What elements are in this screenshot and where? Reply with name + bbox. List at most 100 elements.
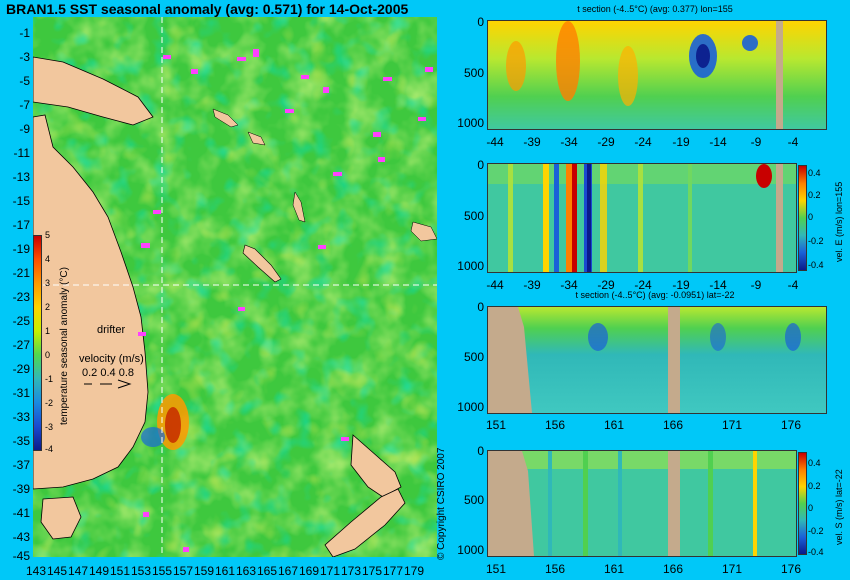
p3-xlab: 171 [721, 418, 743, 432]
map-cbar-tick: 5 [45, 230, 51, 240]
panel4-side-label: vel. S (m/s) lat=-22 [834, 469, 844, 545]
p2-xlab: -9 [750, 278, 762, 292]
panel1-canvas [488, 21, 826, 129]
lon-label: 175 [361, 564, 383, 578]
p2-cbar-tick: -0.2 [808, 236, 824, 246]
map-cbar-tick: 3 [45, 278, 51, 288]
lon-label: 173 [340, 564, 362, 578]
lat-label: -3 [19, 50, 30, 64]
copyright-notice: © Copyright CSIRO 2007 [436, 447, 447, 560]
panel4-colorbar [798, 452, 807, 555]
p3-ylab: 0 [477, 300, 484, 314]
lat-label: -17 [12, 218, 30, 232]
panel4-canvas [488, 451, 796, 556]
p4-ylab: 1000 [457, 543, 484, 557]
lat-label: -37 [12, 458, 30, 472]
vel-e-section-lon155 [487, 163, 797, 273]
lon-label: 145 [46, 564, 68, 578]
velocity-legend-arrows [84, 379, 132, 389]
map-colorbar-gradient [33, 235, 42, 451]
lon-label: 165 [256, 564, 278, 578]
map-cbar-tick: -4 [45, 444, 54, 454]
t-section-lon155 [487, 20, 827, 130]
p2-xlab: -19 [672, 278, 690, 292]
t-section-lat-22 [487, 306, 827, 414]
lon-label: 177 [382, 564, 404, 578]
p4-cbar-tick: -0.2 [808, 526, 824, 536]
warm-eddy-core [165, 407, 181, 443]
drifter-marker [253, 49, 259, 57]
drifter-marker [418, 117, 426, 121]
lat-label: -19 [12, 242, 30, 256]
p4-ylab: 500 [463, 493, 484, 507]
p3-xlab: 151 [485, 418, 507, 432]
drifter-marker [341, 437, 349, 441]
lat-label: -25 [12, 314, 30, 328]
solomon-islands [212, 108, 239, 128]
lat-label: -41 [12, 506, 30, 520]
p1-xlab: -9 [750, 135, 762, 149]
map-cbar-tick: -2 [45, 398, 54, 408]
drifter-marker [141, 243, 150, 248]
drifter-legend-label: drifter [97, 324, 126, 336]
p3-xlab: 156 [544, 418, 566, 432]
p1-ylab: 1000 [457, 116, 484, 130]
p2-xlab: -4 [787, 278, 799, 292]
map-cbar-tick: -1 [45, 374, 54, 384]
p2-xlab: -39 [523, 278, 541, 292]
velocity-legend-label: velocity (m/s) [79, 353, 144, 365]
lon-label: 161 [214, 564, 236, 578]
p2-ylab: 0 [477, 158, 484, 172]
p3-ylab: 500 [463, 350, 484, 364]
p4-cbar-tick: 0.2 [808, 481, 821, 491]
map-cbar-tick: 2 [45, 302, 51, 312]
panel2-canvas [488, 164, 796, 272]
lat-label: -5 [19, 74, 30, 88]
p4-cbar-tick: 0.4 [808, 458, 821, 468]
p2-xlab: -44 [486, 278, 504, 292]
lat-label: -15 [12, 194, 30, 208]
new-guinea-landmass [33, 56, 154, 126]
drifter-legend-swatch [138, 332, 146, 336]
panel2-colorbar [798, 165, 807, 271]
map-canvas [33, 17, 437, 557]
map-colorbar-title: temperature seasonal anomaly (°C) [59, 267, 70, 425]
lon-label: 155 [151, 564, 173, 578]
drifter-marker [183, 547, 189, 552]
p1-xlab: -34 [560, 135, 578, 149]
p3-xlab: 176 [780, 418, 802, 432]
cool-eddy [141, 427, 165, 447]
drifter-marker [143, 512, 149, 517]
panel2-side-label: vel. E (m/s) lon=155 [834, 181, 844, 262]
drifter-marker [378, 157, 385, 162]
lat-label: -11 [13, 146, 30, 160]
nz-south-island [324, 488, 406, 557]
map-cbar-tick: -3 [45, 422, 54, 432]
p1-xlab: -39 [523, 135, 541, 149]
lon-label: 151 [109, 564, 131, 578]
velocity-legend-values: 0.2 0.4 0.8 [82, 367, 134, 379]
lon-label: 163 [235, 564, 257, 578]
p4-xlab: 166 [662, 562, 684, 576]
lat-label: -31 [12, 386, 30, 400]
drifter-marker [425, 67, 433, 72]
p2-cbar-tick: 0 [808, 212, 814, 222]
lat-label: -23 [12, 290, 30, 304]
drifter-marker [318, 245, 326, 249]
drifter-marker [237, 57, 246, 61]
p1-xlab: -14 [709, 135, 727, 149]
lat-label: -45 [12, 549, 30, 563]
lat-label: -13 [12, 170, 30, 184]
new-caledonia-landmass [242, 244, 282, 283]
vel-s-section-lat-22 [487, 450, 797, 557]
p2-xlab: -29 [597, 278, 615, 292]
drifter-marker [373, 132, 381, 137]
drifter-marker [333, 172, 342, 176]
panel1-title: t section (-4..5°C) (avg: 0.377) lon=155 [577, 4, 733, 14]
map-cbar-tick: 4 [45, 254, 51, 264]
sst-anomaly-map [33, 17, 437, 557]
lon-label: 171 [319, 564, 341, 578]
tasmania-landmass [40, 496, 82, 540]
lon-label: 149 [88, 564, 110, 578]
p1-xlab: -19 [672, 135, 690, 149]
